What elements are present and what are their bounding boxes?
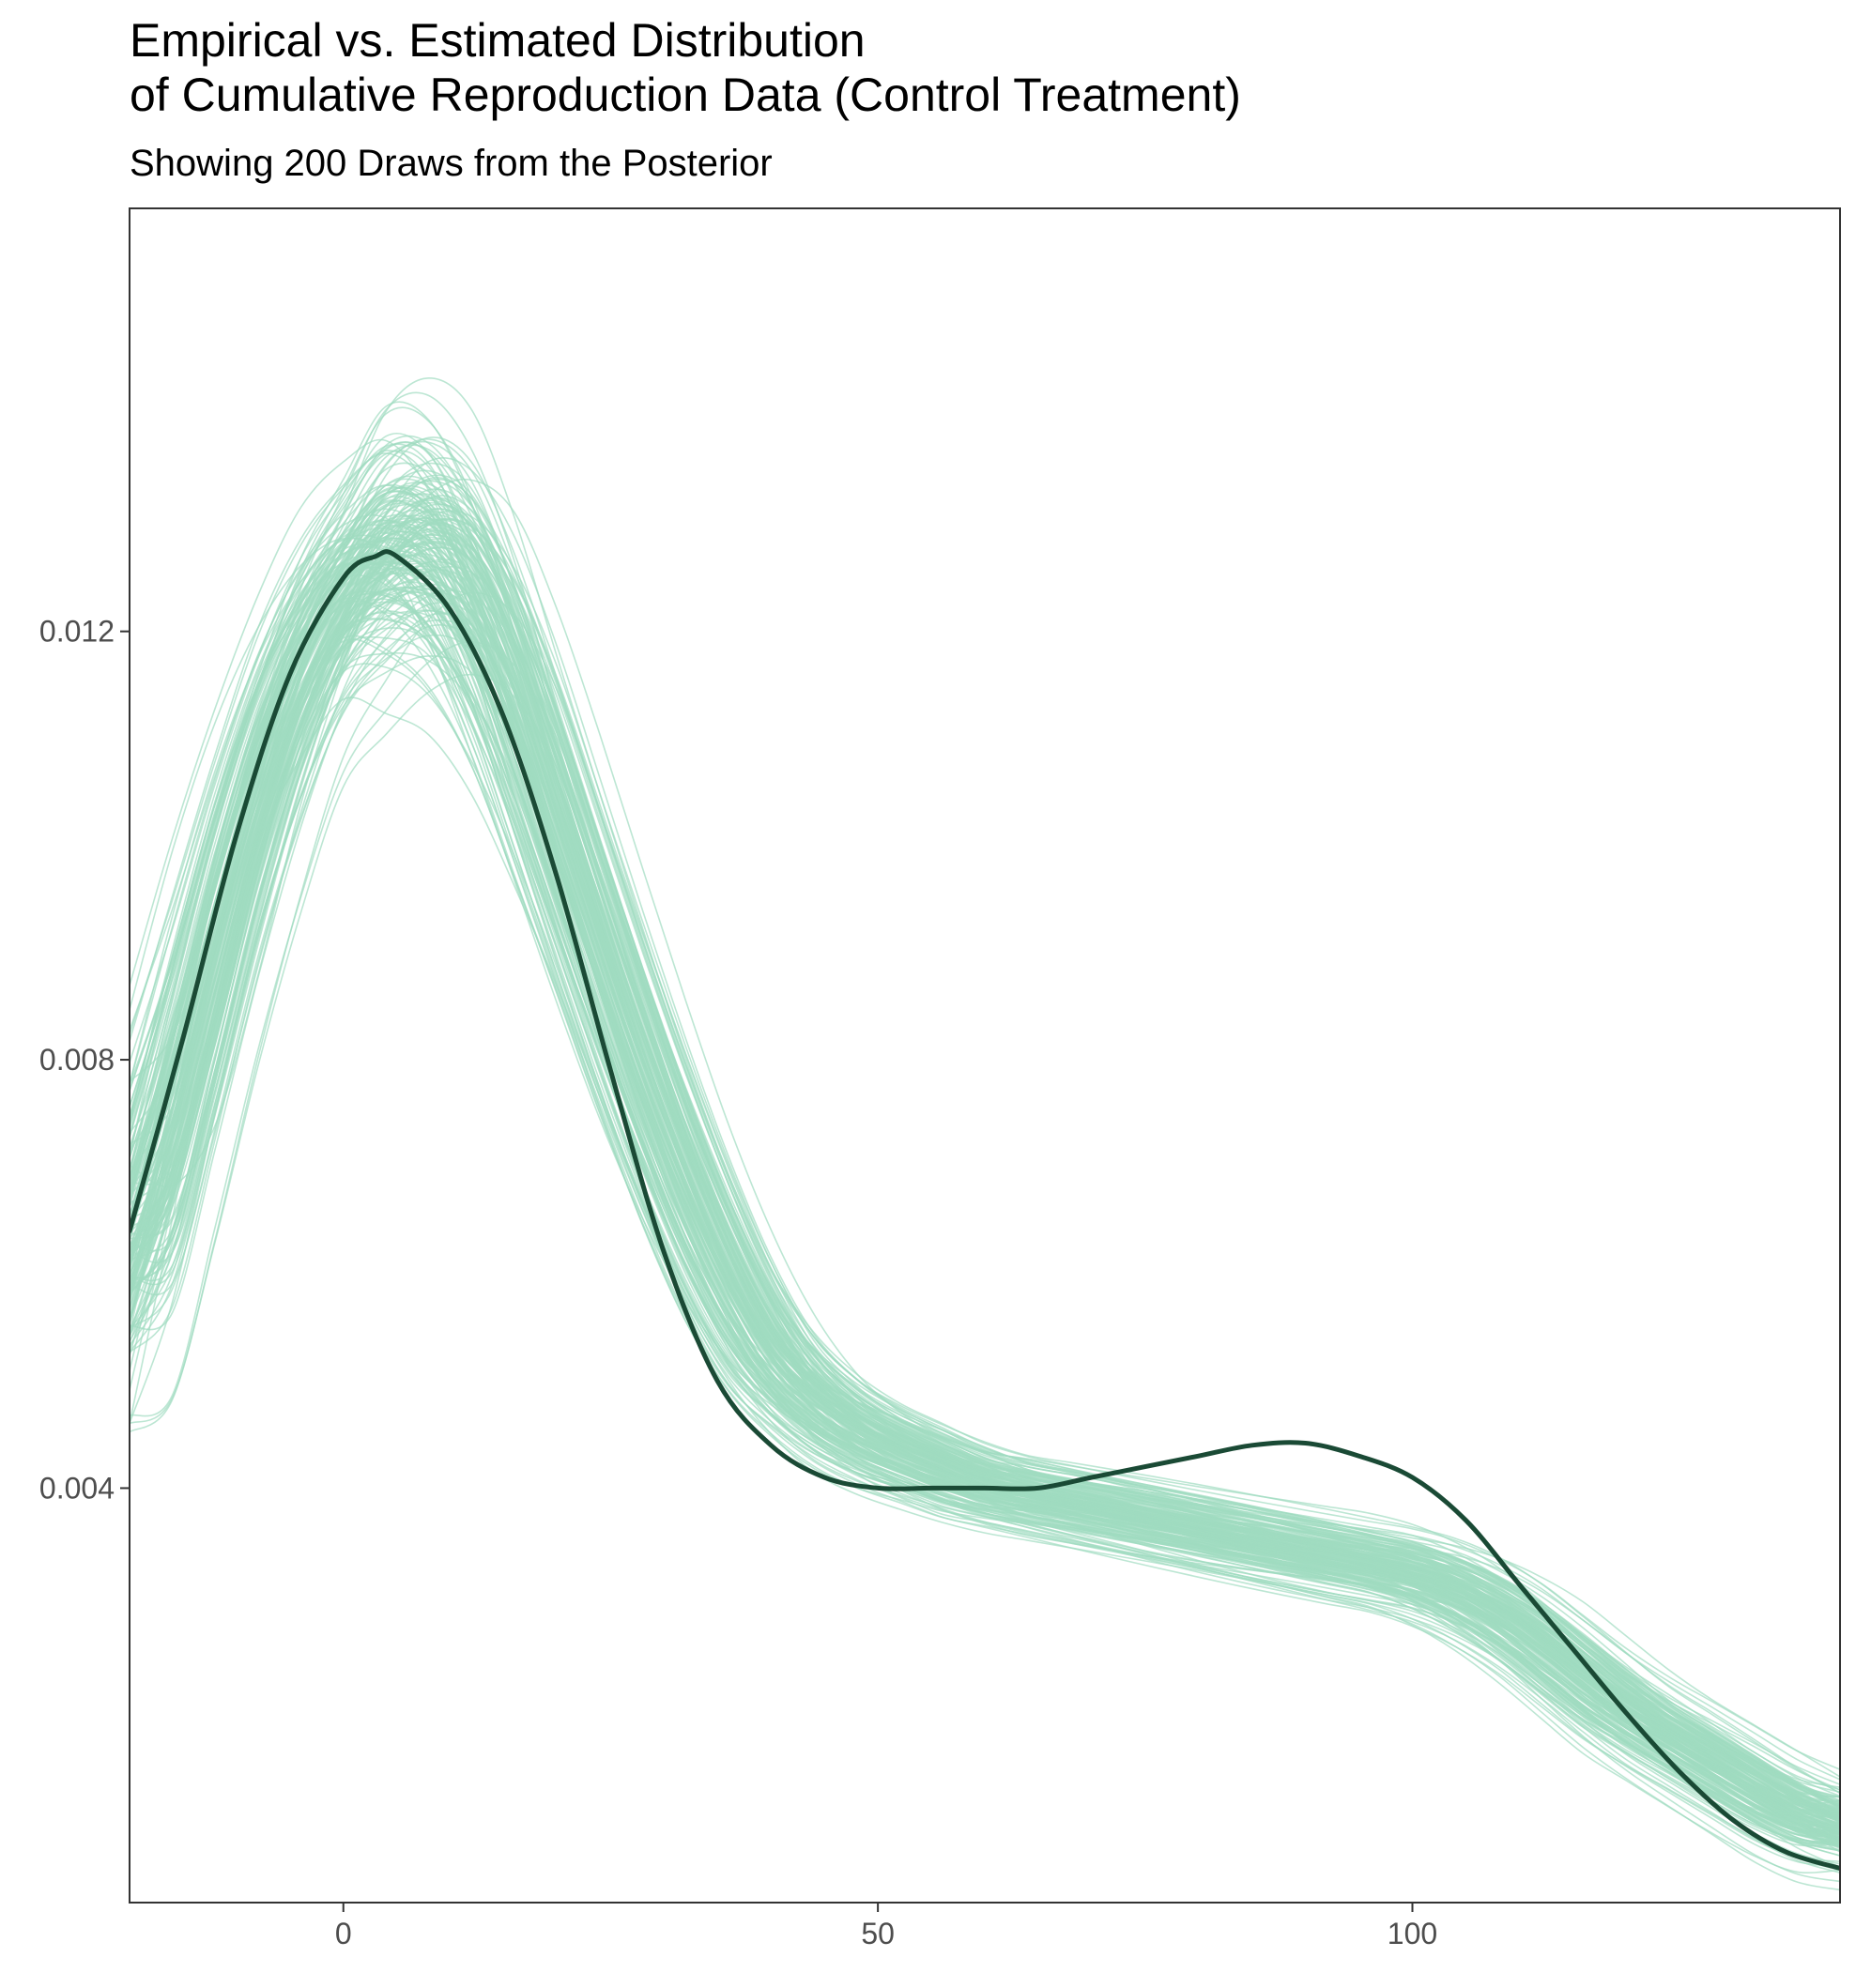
posterior-draw-line: [130, 391, 1840, 1802]
posterior-draw-line: [130, 490, 1840, 1819]
posterior-draw-line: [130, 477, 1840, 1794]
posterior-draw-line: [130, 488, 1840, 1813]
y-tick-label: 0.012: [39, 615, 115, 649]
x-tick-label: 50: [861, 1917, 895, 1950]
chart-subtitle: Showing 200 Draws from the Posterior: [130, 143, 773, 184]
posterior-draw-line: [130, 511, 1840, 1817]
posterior-draw-line: [130, 450, 1840, 1798]
posterior-draw-line: [130, 525, 1840, 1828]
posterior-draw-line: [130, 534, 1840, 1818]
posterior-draw-line: [130, 435, 1840, 1811]
x-tick-label: 0: [335, 1917, 352, 1950]
empirical-density-line: [130, 549, 1840, 1871]
posterior-draw-line: [130, 508, 1840, 1815]
posterior-draw-line: [130, 441, 1840, 1806]
posterior-draw-line: [130, 497, 1840, 1804]
posterior-draw-line: [130, 484, 1840, 1810]
x-tick-label: 100: [1388, 1917, 1437, 1950]
posterior-draw-line: [130, 499, 1840, 1827]
posterior-draw-line: [130, 502, 1840, 1825]
posterior-draw-line: [130, 493, 1840, 1833]
posterior-draw-line: [130, 469, 1840, 1829]
empirical-density: [130, 549, 1840, 1871]
posterior-draw-line: [130, 638, 1840, 1862]
posterior-draw-line: [130, 520, 1840, 1817]
posterior-draw-line: [130, 521, 1840, 1827]
posterior-draw-line: [130, 490, 1840, 1791]
posterior-draw-line: [130, 531, 1840, 1821]
posterior-draw-line: [130, 569, 1840, 1820]
posterior-draw-line: [130, 503, 1840, 1814]
chart-title-line-1: Empirical vs. Estimated Distribution: [130, 14, 866, 67]
posterior-draw-line: [130, 624, 1840, 1831]
posterior-draw-line: [130, 438, 1840, 1781]
posterior-draw-line: [130, 497, 1840, 1807]
posterior-draw-line: [130, 526, 1840, 1825]
posterior-draw-line: [130, 501, 1840, 1821]
posterior-draw-line: [130, 483, 1840, 1812]
posterior-draw-line: [130, 513, 1840, 1809]
posterior-draw-line: [130, 493, 1840, 1812]
posterior-draw-line: [130, 486, 1840, 1814]
posterior-draw-line: [130, 518, 1840, 1809]
posterior-draw-line: [130, 539, 1840, 1835]
chart-title-line-2: of Cumulative Reproduction Data (Control…: [130, 69, 1241, 121]
posterior-draw-line: [130, 611, 1840, 1851]
chart-title: Empirical vs. Estimated Distribution of …: [130, 13, 1241, 122]
posterior-draw-line: [130, 495, 1840, 1795]
posterior-draw-line: [130, 450, 1840, 1805]
posterior-draw-line: [130, 523, 1840, 1813]
posterior-draw-line: [130, 565, 1840, 1820]
posterior-draw-line: [130, 567, 1840, 1842]
plot-panel-border: [129, 207, 1841, 1904]
posterior-draw-line: [130, 443, 1840, 1798]
posterior-draw-line: [130, 551, 1840, 1812]
posterior-draw-line: [130, 519, 1840, 1820]
posterior-draw-line: [130, 558, 1840, 1834]
posterior-draw-line: [130, 499, 1840, 1831]
posterior-draw-line: [130, 474, 1840, 1823]
posterior-draw-line: [130, 562, 1840, 1839]
posterior-draw-line: [130, 510, 1840, 1811]
posterior-draw-line: [130, 519, 1840, 1815]
posterior-draw-line: [130, 441, 1840, 1819]
posterior-draw-line: [130, 560, 1840, 1827]
posterior-draw-line: [130, 509, 1840, 1808]
posterior-draw-line: [130, 536, 1840, 1819]
posterior-draw-line: [130, 618, 1840, 1883]
posterior-draw-line: [130, 546, 1840, 1822]
posterior-draw-line: [130, 524, 1840, 1822]
posterior-draw-line: [130, 565, 1840, 1820]
axes: 0 50 100 0.004 0.008 0.012: [39, 615, 1437, 1950]
posterior-draw-line: [130, 514, 1840, 1827]
posterior-draw-line: [130, 462, 1840, 1817]
posterior-draw-line: [130, 562, 1840, 1838]
posterior-draw-line: [130, 537, 1840, 1818]
posterior-draw-line: [130, 566, 1840, 1843]
posterior-draw-line: [130, 586, 1840, 1857]
y-tick-label: 0.008: [39, 1043, 115, 1077]
posterior-draw-line: [130, 376, 1840, 1770]
posterior-draw-line: [130, 550, 1840, 1839]
posterior-draw-line: [130, 530, 1840, 1815]
posterior-draw-line: [130, 438, 1840, 1806]
posterior-draw-line: [130, 486, 1840, 1827]
y-tick-label: 0.004: [39, 1471, 115, 1505]
posterior-draw-line: [130, 518, 1840, 1808]
posterior-draw-line: [130, 537, 1840, 1827]
posterior-draw-line: [130, 478, 1840, 1778]
